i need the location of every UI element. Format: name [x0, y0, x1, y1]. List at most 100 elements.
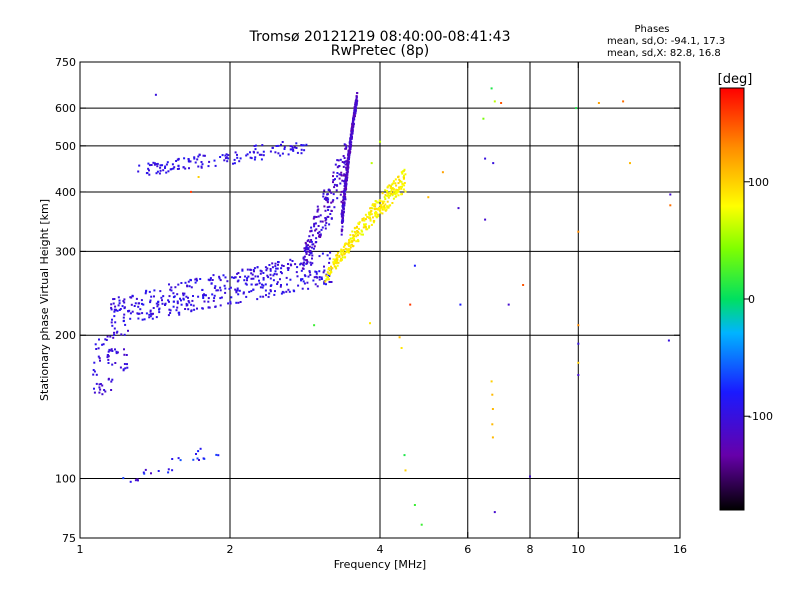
data-point	[348, 151, 351, 154]
data-point	[398, 186, 401, 189]
data-point	[369, 213, 372, 216]
data-point	[111, 318, 113, 321]
data-point	[120, 333, 123, 336]
data-point	[357, 239, 359, 241]
data-point	[303, 255, 306, 258]
data-point	[114, 305, 117, 308]
data-point	[171, 469, 174, 472]
data-point	[207, 297, 210, 300]
data-point	[341, 205, 344, 208]
data-point	[238, 289, 241, 292]
data-point	[388, 184, 391, 187]
data-point	[172, 292, 175, 295]
data-point	[324, 219, 327, 222]
data-point	[262, 278, 265, 281]
data-point	[258, 282, 261, 285]
data-point	[340, 249, 343, 252]
data-point	[329, 271, 332, 274]
data-point	[326, 254, 329, 257]
data-point	[172, 305, 175, 308]
data-point	[302, 144, 305, 147]
data-point	[177, 164, 180, 167]
data-point	[164, 167, 166, 169]
data-point	[344, 144, 347, 147]
data-point	[107, 358, 110, 361]
data-point	[352, 112, 355, 115]
data-point	[235, 291, 238, 294]
data-point	[217, 454, 220, 457]
data-point	[159, 290, 162, 293]
data-point	[112, 302, 115, 305]
data-point	[126, 363, 128, 366]
data-point	[315, 237, 318, 240]
data-point	[129, 312, 132, 315]
data-point	[305, 262, 308, 265]
data-point	[155, 302, 158, 305]
data-point	[145, 289, 148, 292]
data-point	[148, 316, 151, 319]
data-point	[259, 286, 262, 289]
data-point	[170, 289, 173, 292]
data-point	[351, 127, 354, 130]
data-point	[311, 254, 314, 257]
data-point	[395, 188, 398, 191]
data-point	[167, 471, 170, 474]
data-point	[172, 296, 175, 299]
data-point	[311, 257, 313, 260]
grid-lines	[80, 62, 680, 538]
data-point	[308, 270, 311, 273]
data-point	[341, 220, 343, 223]
data-point	[270, 284, 273, 287]
data-point	[355, 102, 358, 105]
data-point	[262, 272, 265, 274]
data-point	[178, 313, 181, 316]
data-point	[291, 146, 294, 149]
data-point	[328, 267, 330, 269]
data-point	[310, 226, 313, 229]
data-point	[230, 296, 233, 299]
data-point	[354, 108, 357, 111]
data-point	[328, 189, 331, 192]
data-point	[261, 286, 264, 289]
data-point	[341, 254, 344, 257]
data-point	[265, 269, 268, 272]
data-point	[343, 143, 346, 146]
data-point	[391, 187, 394, 190]
data-point	[164, 165, 167, 168]
data-point	[316, 205, 319, 208]
data-point	[297, 284, 300, 287]
data-point	[340, 212, 343, 215]
data-point	[336, 256, 339, 259]
data-point	[275, 273, 278, 276]
data-point	[142, 471, 145, 474]
data-point	[264, 266, 267, 269]
data-point	[110, 306, 113, 309]
y-tick-label: 75	[62, 532, 76, 545]
data-point	[343, 194, 346, 197]
data-point	[333, 261, 336, 264]
data-point	[384, 203, 387, 206]
data-point	[319, 234, 322, 237]
data-point	[310, 230, 313, 233]
data-point	[370, 213, 373, 216]
data-point	[344, 176, 347, 179]
data-point	[155, 172, 158, 175]
data-point	[116, 351, 119, 354]
data-point	[184, 308, 187, 310]
data-point	[343, 202, 346, 205]
data-point	[381, 212, 384, 215]
data-point	[303, 258, 306, 261]
data-point	[398, 178, 401, 181]
data-point	[303, 274, 306, 277]
data-point	[390, 190, 393, 193]
data-point	[322, 271, 325, 274]
data-point	[215, 453, 218, 456]
data-point	[390, 192, 393, 195]
data-point	[333, 259, 336, 262]
data-point	[161, 299, 163, 302]
data-point	[101, 343, 104, 346]
data-point	[309, 230, 312, 233]
data-point	[260, 153, 263, 156]
data-point	[577, 361, 580, 364]
data-point	[283, 146, 286, 148]
